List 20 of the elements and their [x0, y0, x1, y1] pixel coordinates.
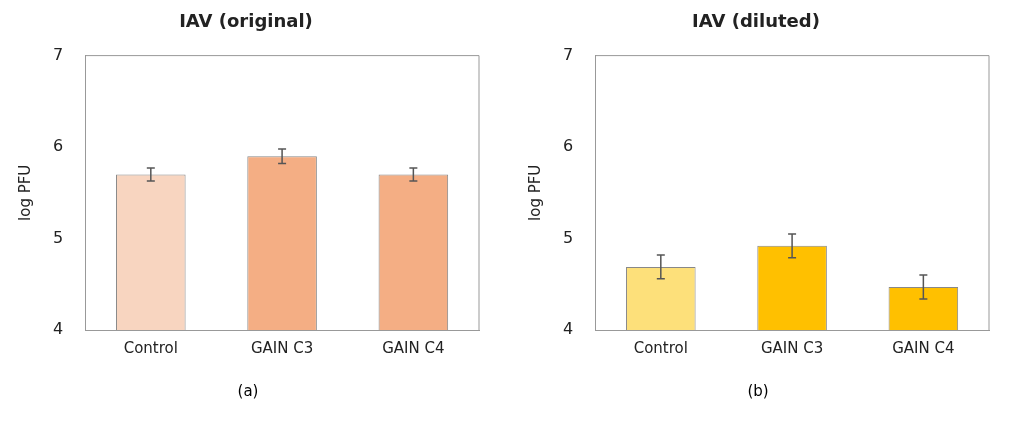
chart-title: IAV (original)	[179, 10, 313, 32]
x-tick-label: Control	[123, 338, 178, 357]
text: (a)	[237, 382, 259, 400]
text: (b)	[747, 382, 769, 400]
y-tick-label: 4	[562, 319, 574, 339]
y-tick-label: 5	[52, 227, 64, 247]
y-tick-label: 5	[562, 227, 574, 247]
x-tick-label: GAIN C4	[382, 338, 445, 357]
y-tick-label: 7	[52, 44, 64, 64]
y-tick-label: 6	[562, 136, 574, 156]
chart-title: IAV (diluted)	[692, 10, 820, 32]
y-tick-label: 6	[52, 136, 64, 156]
y-tick-label: 4	[52, 319, 64, 339]
y-tick-label: 7	[562, 44, 574, 64]
x-tick-label: Control	[633, 338, 688, 357]
x-tick-label: GAIN C4	[892, 338, 955, 357]
y-axis-title: log PFU	[15, 164, 34, 221]
x-tick-label: GAIN C3	[760, 338, 824, 357]
x-tick-label: GAIN C3	[250, 338, 314, 357]
y-axis-title: log PFU	[525, 164, 544, 221]
